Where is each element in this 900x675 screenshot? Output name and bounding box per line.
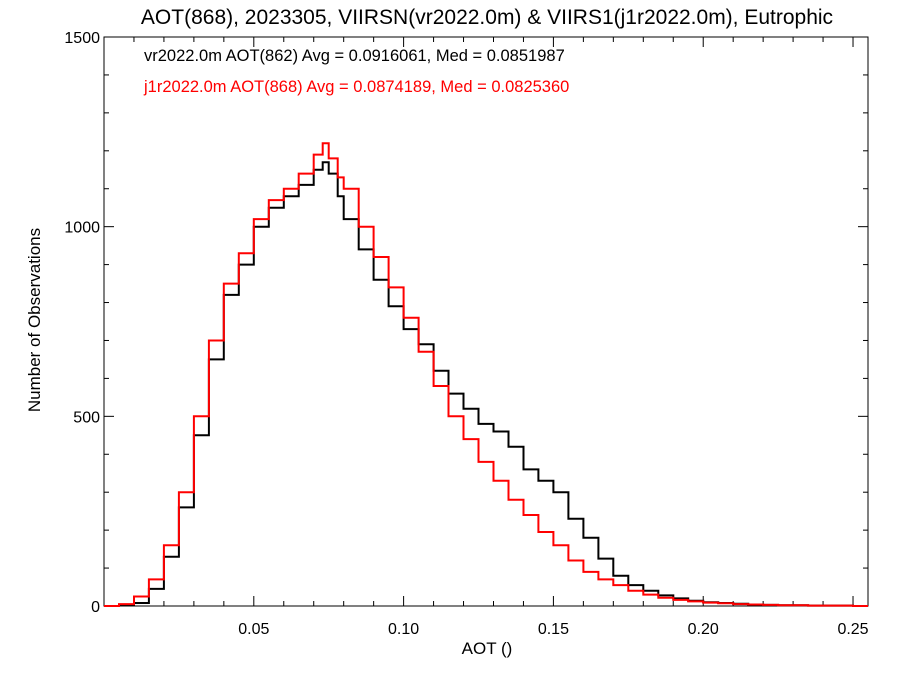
y-tick-label: 500: [73, 409, 100, 426]
stats-j1r2022-series: j1r2022.0m AOT(868) Avg = 0.0874189, Med…: [143, 78, 569, 96]
x-tick-label: 0.20: [688, 621, 719, 638]
plot-area: 0.05 0.10 0.15 0.20 0.25 0 500 1000 1500: [64, 30, 868, 638]
series-line-j1r2022: [104, 142, 868, 607]
y-tick-label: 1000: [64, 220, 100, 237]
series-line-vr2022: [104, 161, 868, 607]
stats-vr2022-series: vr2022.0m AOT(862) Avg = 0.0916061, Med …: [144, 47, 565, 65]
x-tick-label: 0.25: [837, 621, 868, 638]
chart-title: AOT(868), 2023305, VIIRSN(vr2022.0m) & V…: [141, 6, 833, 29]
plot-frame: [103, 36, 869, 607]
y-tick-label: 1500: [64, 30, 100, 47]
x-tick-label: 0.15: [538, 621, 569, 638]
series-lines: [104, 142, 868, 607]
y-tick-label: 0: [91, 599, 100, 616]
x-axis: 0.05 0.10 0.15 0.20 0.25: [133, 37, 869, 638]
x-tick-label: 0.05: [238, 621, 269, 638]
x-tick-label: 0.10: [388, 621, 419, 638]
y-axis: 0 500 1000 1500: [64, 30, 868, 616]
x-axis-label: AOT (): [462, 639, 513, 658]
y-axis-label: Number of Observations: [25, 228, 44, 412]
